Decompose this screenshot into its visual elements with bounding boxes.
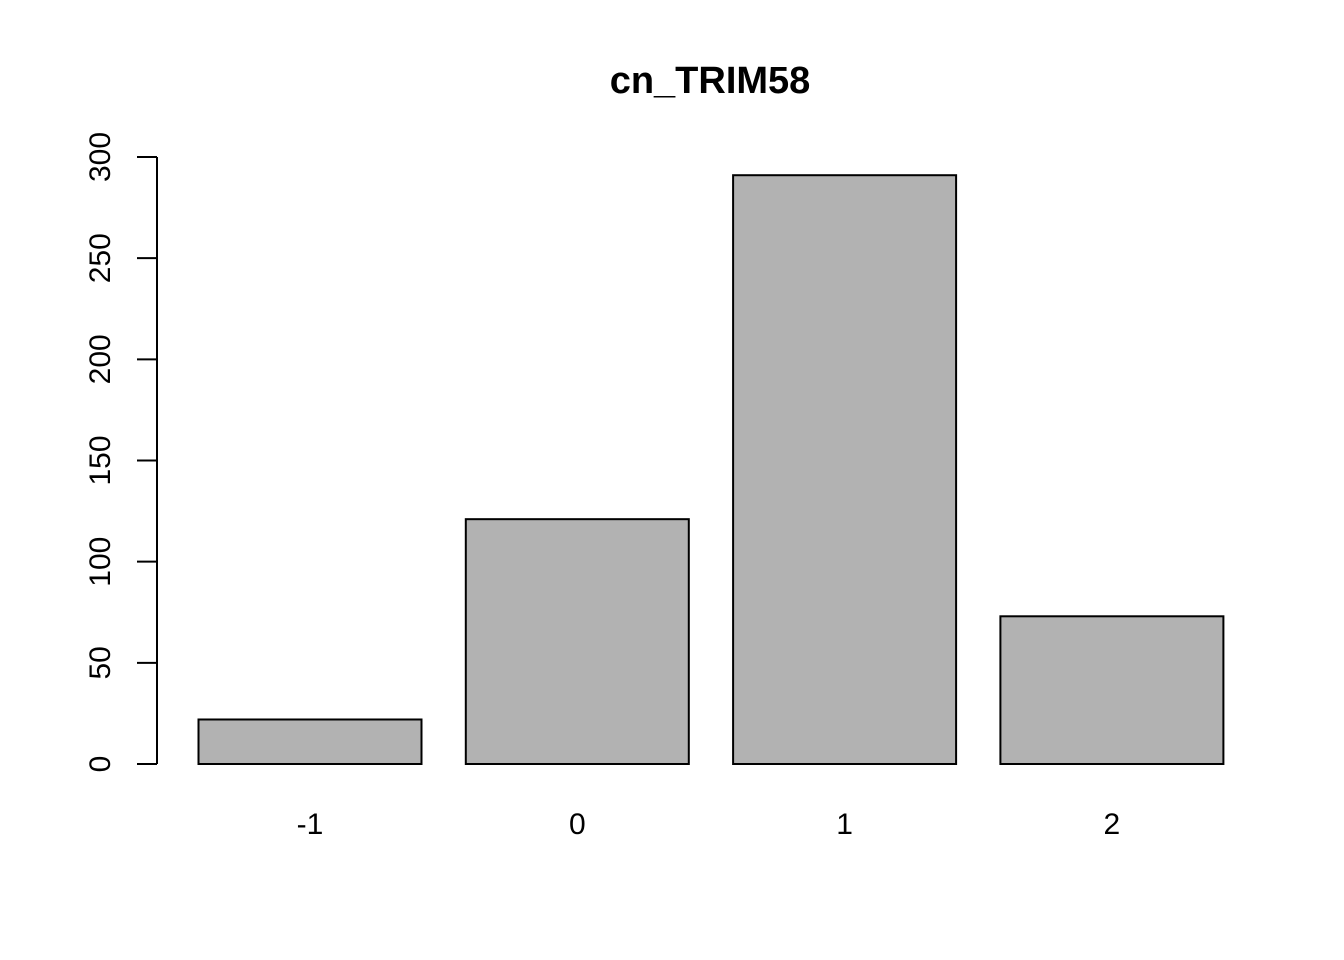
y-tick-label: 300 bbox=[84, 132, 117, 182]
y-tick-label: 200 bbox=[84, 334, 117, 384]
y-tick-label: 50 bbox=[84, 646, 117, 679]
x-tick-label: 0 bbox=[569, 808, 586, 841]
bar-0 bbox=[464, 518, 690, 766]
bars bbox=[197, 174, 1225, 766]
bar-1 bbox=[732, 174, 958, 765]
x-tick-label: 2 bbox=[1104, 808, 1121, 841]
bar--1 bbox=[197, 718, 423, 766]
y-tick-label: 0 bbox=[84, 756, 117, 773]
y-tick-label: 100 bbox=[84, 537, 117, 587]
y-tick-label: 250 bbox=[84, 233, 117, 283]
y-axis: 0 50 100 150 200 250 300 bbox=[84, 132, 158, 773]
chart-title: cn_TRIM58 bbox=[610, 60, 811, 102]
x-tick-label: -1 bbox=[297, 808, 324, 841]
x-axis-labels: -1 0 1 2 bbox=[297, 808, 1121, 841]
y-tick-label: 150 bbox=[84, 435, 117, 485]
bar-2 bbox=[999, 615, 1225, 766]
x-tick-label: 1 bbox=[836, 808, 853, 841]
